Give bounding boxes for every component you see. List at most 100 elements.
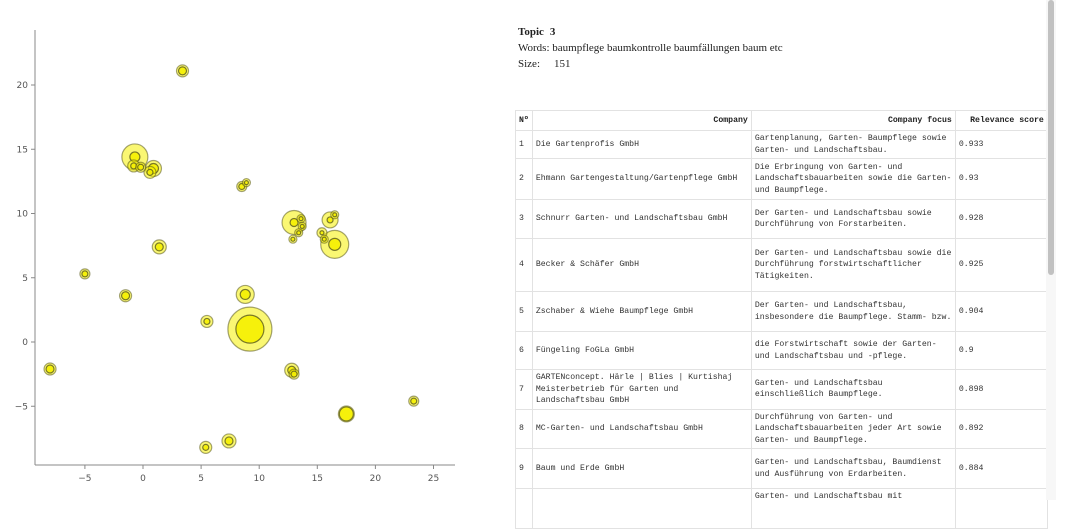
bubble-inner xyxy=(120,291,131,301)
row-relevance-score: 0.928 xyxy=(954,199,1048,239)
y-tick-label: 15 xyxy=(17,145,28,155)
bubble[interactable] xyxy=(118,289,133,303)
row-relevance-score: 0.93 xyxy=(954,158,1048,200)
header-company-focus[interactable]: Company focus xyxy=(750,110,956,131)
bubble[interactable] xyxy=(241,178,252,188)
table-row: 4 Becker & Schäfer GmbH Der Garten- und … xyxy=(515,238,1048,292)
bubble-inner xyxy=(289,217,299,228)
row-relevance-score: 0.892 xyxy=(954,408,1048,449)
bubble-inner xyxy=(243,180,250,186)
row-company: Zschaber & Wiehe Baumpflege GmbH xyxy=(531,291,752,332)
y-tick-label: 10 xyxy=(17,210,29,220)
words-label: Words: xyxy=(518,42,550,54)
x-tick-label: 10 xyxy=(253,474,265,484)
bubble[interactable] xyxy=(235,284,255,305)
row-relevance-score: 0.933 xyxy=(954,130,1048,159)
page-scrollbar[interactable] xyxy=(1046,0,1056,500)
row-relevance-score: 0.925 xyxy=(954,238,1048,292)
row-num xyxy=(515,488,533,529)
bubble[interactable] xyxy=(43,362,57,376)
bubble-inner xyxy=(338,406,354,422)
bubble-inner xyxy=(326,216,334,224)
row-company: MC-Garten- und Landschaftsbau GmbH xyxy=(531,408,752,449)
bubble[interactable] xyxy=(330,210,340,220)
bubble-inner xyxy=(81,270,89,278)
bubble[interactable] xyxy=(227,306,273,352)
y-tick-label: 0 xyxy=(22,338,28,348)
bubble-layer xyxy=(43,64,420,454)
table-row: 9 Baum und Erde GmbH Garten- und Landsch… xyxy=(515,448,1048,489)
bubble-inner xyxy=(235,314,265,344)
row-company-focus: Der Garten- und Landschaftsbau sowie die… xyxy=(750,238,956,292)
table-row: 6 Füngeling FoGLa GmbH die Forstwirtscha… xyxy=(515,331,1048,370)
bubble[interactable] xyxy=(79,268,91,280)
topic-info: Topic 3 Words: baumpflege baumkontrolle b… xyxy=(518,24,783,72)
table-row: 2 Ehmann Gartengestaltung/Gartenpflege G… xyxy=(515,158,1048,200)
row-company-focus: die Forstwirtschaft sowie der Garten- un… xyxy=(750,331,956,370)
bubble-inner xyxy=(203,317,211,326)
header-relevance-score[interactable]: Relevance score xyxy=(954,110,1048,131)
bubble-inner xyxy=(296,230,302,236)
header-company[interactable]: Company xyxy=(531,110,752,131)
bubble[interactable] xyxy=(408,395,420,407)
row-company-focus: Die Erbringung von Garten- und Landschaf… xyxy=(750,158,956,200)
row-company: Füngeling FoGLa GmbH xyxy=(531,331,752,370)
x-tick-label: 25 xyxy=(428,474,439,484)
size-label: Size: xyxy=(518,58,540,70)
row-company-focus: Durchführung von Garten- und Landschafts… xyxy=(750,408,956,449)
row-company: GARTENconcept. Härle | Blies | Kurtishaj… xyxy=(531,369,752,410)
bubble[interactable] xyxy=(294,228,304,238)
row-company-focus: Der Garten- und Landschaftsbau sowie Dur… xyxy=(750,199,956,239)
table-row: 5 Zschaber & Wiehe Baumpflege GmbH Der G… xyxy=(515,291,1048,332)
row-relevance-score: 0.904 xyxy=(954,291,1048,332)
bubble[interactable] xyxy=(151,239,167,255)
row-company-focus: Garten- und Landschaftsbau, Baumdienst u… xyxy=(750,448,956,489)
bubble[interactable] xyxy=(199,440,213,454)
bubble-inner xyxy=(410,397,418,405)
row-num: 1 xyxy=(515,130,533,159)
row-company: Ehmann Gartengestaltung/Gartenpflege Gmb… xyxy=(531,158,752,200)
topic-label: Topic xyxy=(518,26,544,38)
row-company: Baum und Erde GmbH xyxy=(531,448,752,489)
bubble[interactable] xyxy=(135,161,147,173)
bubble-inner xyxy=(202,443,210,451)
bubble[interactable] xyxy=(337,405,355,423)
row-relevance-score: 0.884 xyxy=(954,448,1048,489)
row-num: 5 xyxy=(515,291,533,332)
words-value: baumpflege baumkontrolle baumfällungen b… xyxy=(552,42,783,54)
bubble-inner xyxy=(319,230,325,236)
scrollbar-thumb[interactable] xyxy=(1048,0,1054,275)
bubble[interactable] xyxy=(221,433,237,449)
row-relevance-score: 0.9 xyxy=(954,331,1048,370)
bubble[interactable] xyxy=(200,314,214,329)
row-relevance-score xyxy=(954,488,1048,529)
header-num[interactable]: Nº xyxy=(515,110,533,131)
bubble-inner xyxy=(137,163,145,171)
row-company xyxy=(531,488,752,529)
row-company-focus: Der Garten- und Landschaftsbau, insbeson… xyxy=(750,291,956,332)
topic-row: Topic 3 xyxy=(518,24,783,40)
x-tick-label: 15 xyxy=(312,474,323,484)
bubble-inner xyxy=(290,236,296,242)
bubble-inner xyxy=(321,236,327,242)
row-num: 9 xyxy=(515,448,533,489)
x-tick-label: 20 xyxy=(370,474,382,484)
x-tick-label: 5 xyxy=(198,474,204,484)
bubble[interactable] xyxy=(175,64,190,78)
bubble-inner xyxy=(239,288,251,301)
bubble[interactable] xyxy=(288,368,300,380)
bubble[interactable] xyxy=(319,234,329,244)
bubble-inner xyxy=(332,212,338,218)
row-num: 4 xyxy=(515,238,533,292)
bubble-inner xyxy=(224,436,234,446)
bubble[interactable] xyxy=(296,214,306,224)
table-row: 1 Die Gartenprofis GmbH Gartenplanung, G… xyxy=(515,130,1048,159)
y-ticks: −5 0 5 10 15 20 xyxy=(15,81,35,412)
row-company: Schnurr Garten- und Landschaftsbau GmbH xyxy=(531,199,752,239)
x-tick-label: 0 xyxy=(140,474,146,484)
bubble[interactable] xyxy=(143,165,157,179)
row-relevance-score: 0.898 xyxy=(954,369,1048,410)
words-row: Words: baumpflege baumkontrolle baumfäll… xyxy=(518,40,783,56)
bubble[interactable] xyxy=(288,234,298,244)
size-row: Size: 151 xyxy=(518,56,783,72)
